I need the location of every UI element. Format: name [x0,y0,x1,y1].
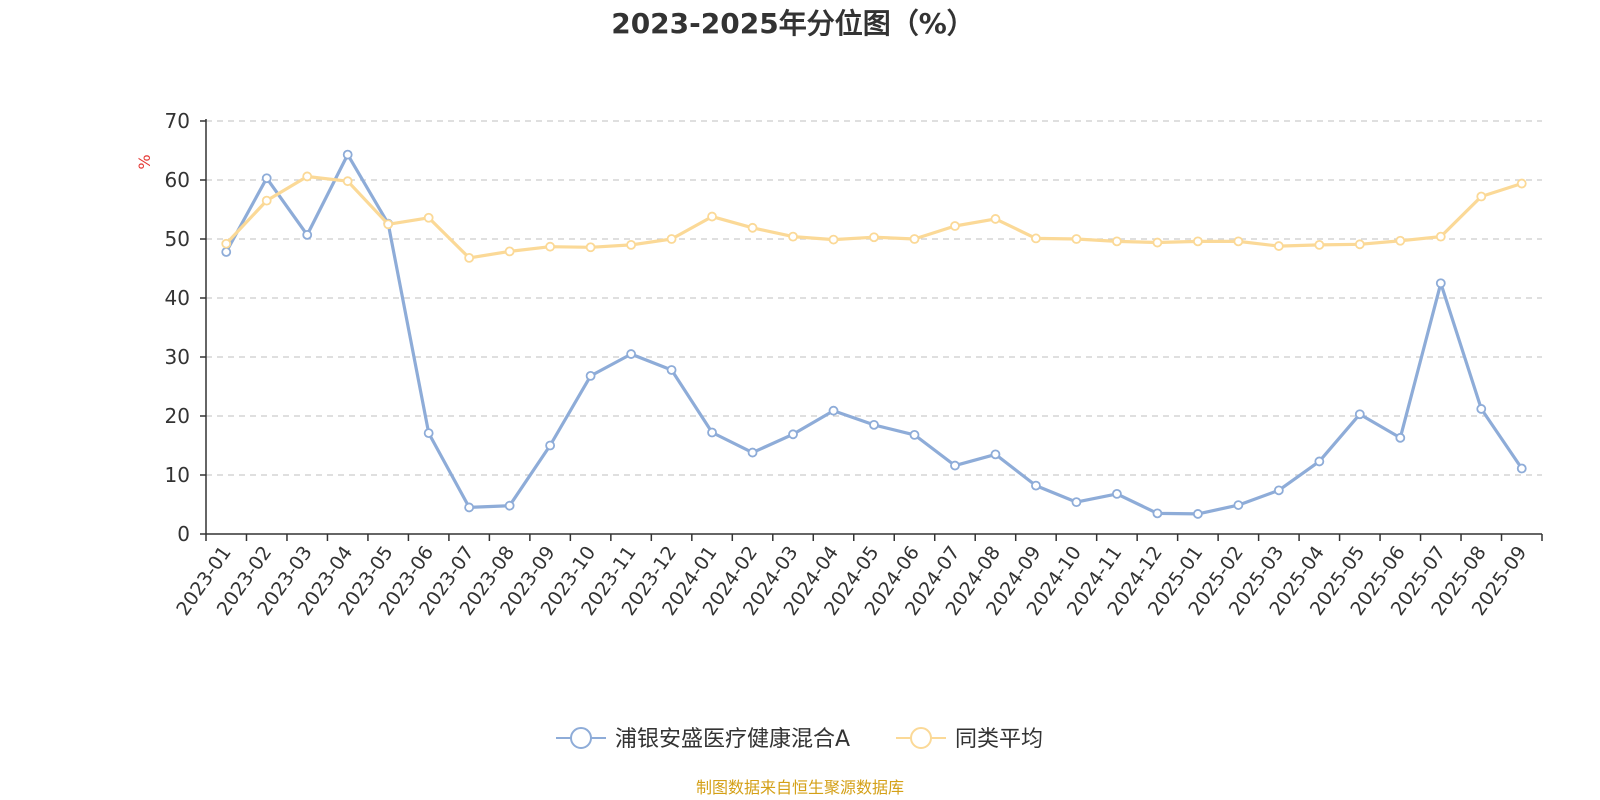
series-0-point-2025-09 [1516,463,1527,474]
legend-marker-fund [570,727,592,749]
series-0-point-2024-10 [1071,497,1082,508]
series-1-point-2023-11 [626,239,636,250]
axes: 0102030405060702023-012023-022023-032023… [165,109,1543,620]
series-0-point-2024-03 [788,429,798,440]
data-source-note: 制图数据来自恒生聚源数据库 [696,778,904,797]
series-0-point-2024-05 [869,419,879,430]
series-1-point-2025-09 [1516,178,1527,189]
y-tick-label-70: 70 [165,109,190,133]
series-0-point-2023-09 [545,440,556,451]
series-1-point-2024-11 [1112,236,1122,247]
y-tick-label-60: 60 [165,168,190,192]
series-1-point-2025-08 [1476,191,1487,202]
series-0-point-2024-02 [747,447,758,458]
series-1-point-2023-05 [383,219,394,230]
series-1-point-2025-05 [1354,239,1365,250]
series-1-point-2024-06 [909,234,920,244]
series-1-point-2023-04 [342,176,353,187]
series-1-point-2023-10 [585,242,596,253]
series-0-point-2024-04 [828,405,839,416]
legend-label-fund: 浦银安盛医疗健康混合A [615,727,850,752]
series-line-1 [225,174,1523,260]
series-1-point-2024-03 [788,231,798,242]
series-1-point-2024-04 [828,234,839,245]
series-1-point-2024-10 [1071,234,1082,244]
series-0-point-2023-11 [626,349,636,359]
series-0-point-2025-07 [1435,278,1446,289]
series-1-point-2025-02 [1233,236,1244,247]
grid-lines [206,120,1542,476]
series-0-point-2025-08 [1476,404,1487,414]
series-0-point-2025-04 [1314,456,1325,467]
series-0-point-2025-05 [1354,409,1365,420]
series-1-point-2024-02 [747,222,758,233]
series-0-point-2023-10 [585,370,596,381]
series-1-point-2025-01 [1192,236,1203,247]
series-1-point-2025-04 [1314,239,1325,250]
y-tick-label-0: 0 [177,522,190,546]
y-tick-label-20: 20 [165,404,190,428]
series-0-point-2024-09 [1031,480,1041,491]
series-0-point-2023-07 [464,502,475,513]
series-0-point-2025-01 [1192,509,1203,519]
series-1-point-2024-01 [707,211,717,222]
series-1-point-2024-12 [1152,237,1163,248]
series-1-point-2024-09 [1031,233,1041,244]
series-1-point-2023-01 [221,238,232,249]
legend-item-peer-average[interactable]: 同类平均 [896,727,1043,752]
chart-title: 2023-2025年分位图（%） [611,7,975,40]
series-0-point-2025-03 [1273,485,1284,496]
series-1-point-2023-03 [302,171,313,182]
series-0-point-2023-08 [504,500,515,511]
series-1-point-2024-08 [990,214,1001,224]
series-1-point-2025-07 [1435,231,1446,242]
series-0-point-2024-07 [950,460,960,471]
legend: 浦银安盛医疗健康混合A 同类平均 [556,727,1043,752]
series-0-point-2024-11 [1112,488,1122,499]
legend-item-fund[interactable]: 浦银安盛医疗健康混合A [556,727,850,752]
series-0 [221,149,1527,519]
series-1-point-2023-08 [504,246,515,257]
series-1-point-2023-12 [666,234,677,244]
series-0-point-2024-01 [707,427,717,438]
series-1-point-2023-07 [464,252,475,263]
y-tick-label-40: 40 [165,286,190,310]
series-1-point-2024-05 [869,232,879,243]
series-1-point-2024-07 [950,221,960,231]
series-0-point-2025-06 [1395,432,1406,443]
y-axis-unit: % [135,154,154,169]
series-layer [221,149,1527,519]
series-0-point-2024-06 [909,429,920,440]
series-0-point-2024-08 [990,449,1001,460]
series-0-point-2023-04 [342,149,353,160]
series-1-point-2025-06 [1395,235,1406,246]
y-tick-label-50: 50 [165,227,190,251]
series-1-point-2023-06 [423,212,434,223]
y-tick-label-30: 30 [165,345,190,369]
y-tick-label-10: 10 [165,463,190,487]
series-1-point-2025-03 [1273,241,1284,251]
legend-marker-peer-average [910,727,932,749]
series-0-point-2023-03 [302,229,313,240]
series-0-point-2023-02 [261,173,272,184]
series-0-point-2023-06 [423,428,434,439]
series-0-point-2023-01 [221,247,232,257]
series-1-point-2023-02 [261,195,272,206]
series-0-point-2025-02 [1233,500,1244,510]
legend-label-peer-average: 同类平均 [955,727,1043,752]
series-0-point-2024-12 [1152,508,1163,519]
series-line-0 [224,153,1524,516]
series-0-point-2023-12 [666,365,677,375]
series-1-point-2023-09 [545,241,556,252]
series-1 [221,171,1527,263]
